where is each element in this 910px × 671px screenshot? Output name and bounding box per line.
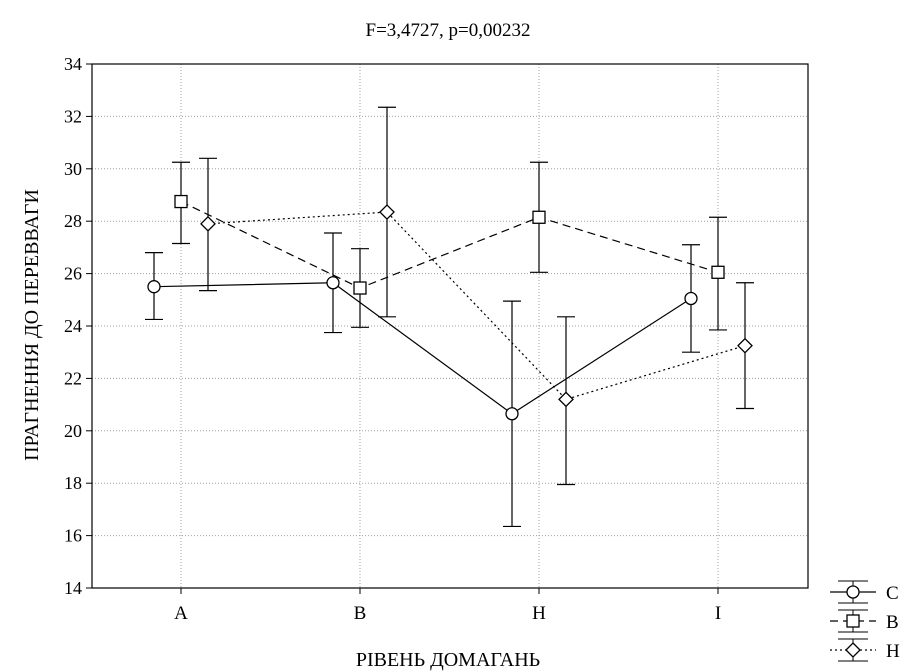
data-point <box>558 391 574 408</box>
y-tick-label: 28 <box>64 211 82 231</box>
data-point <box>147 280 161 294</box>
legend-item-B: B <box>830 609 899 633</box>
y-tick-label: 24 <box>64 316 82 336</box>
series-B <box>172 161 727 331</box>
axes: 14 16 18 20 22 24 26 28 30 32 34 A B H I <box>64 54 809 624</box>
series-line <box>207 211 746 401</box>
y-tick-label: 22 <box>64 368 82 388</box>
data-point <box>532 210 546 224</box>
x-tick-label: H <box>532 603 546 624</box>
grid <box>92 64 808 588</box>
series-H <box>199 106 754 486</box>
data-point <box>505 407 519 421</box>
x-axis-label: РІВЕНЬ ДОМАГАНЬ <box>356 649 540 671</box>
x-tick-label: A <box>174 603 188 624</box>
y-tick-label: 32 <box>64 106 82 126</box>
y-tick-label: 18 <box>64 473 82 493</box>
data-point <box>326 276 340 290</box>
legend-label: H <box>886 641 900 662</box>
legend-marker <box>846 614 860 628</box>
legend-label: C <box>886 583 899 604</box>
y-tick-label: 16 <box>64 526 82 546</box>
data-point <box>174 194 188 209</box>
series-line <box>153 282 692 415</box>
legend-marker <box>845 642 861 658</box>
x-tick-label: I <box>715 603 721 624</box>
legend-label: B <box>886 612 899 633</box>
legend-item-H: H <box>830 638 900 662</box>
series-layer <box>145 106 754 528</box>
data-point <box>711 265 725 279</box>
legend-item-C: C <box>830 580 899 604</box>
series-line <box>180 201 719 289</box>
y-tick-label: 34 <box>64 54 82 74</box>
data-point <box>379 204 395 220</box>
data-point <box>684 291 698 306</box>
series-C <box>145 232 700 528</box>
y-tick-label: 14 <box>64 578 82 598</box>
x-tick-label: B <box>354 603 367 624</box>
y-axis-label: ПРАГНЕННЯ ДО ПЕРЕВВАГИ <box>21 189 43 461</box>
data-point <box>200 215 216 232</box>
chart-title: F=3,4727, p=0,00232 <box>366 20 531 41</box>
y-tick-label: 30 <box>64 159 82 179</box>
data-point <box>737 337 753 354</box>
legend: CBH <box>830 580 900 662</box>
y-tick-label: 26 <box>64 264 82 284</box>
data-point <box>353 281 367 295</box>
legend-marker <box>846 585 860 599</box>
y-tick-label: 20 <box>64 421 82 441</box>
